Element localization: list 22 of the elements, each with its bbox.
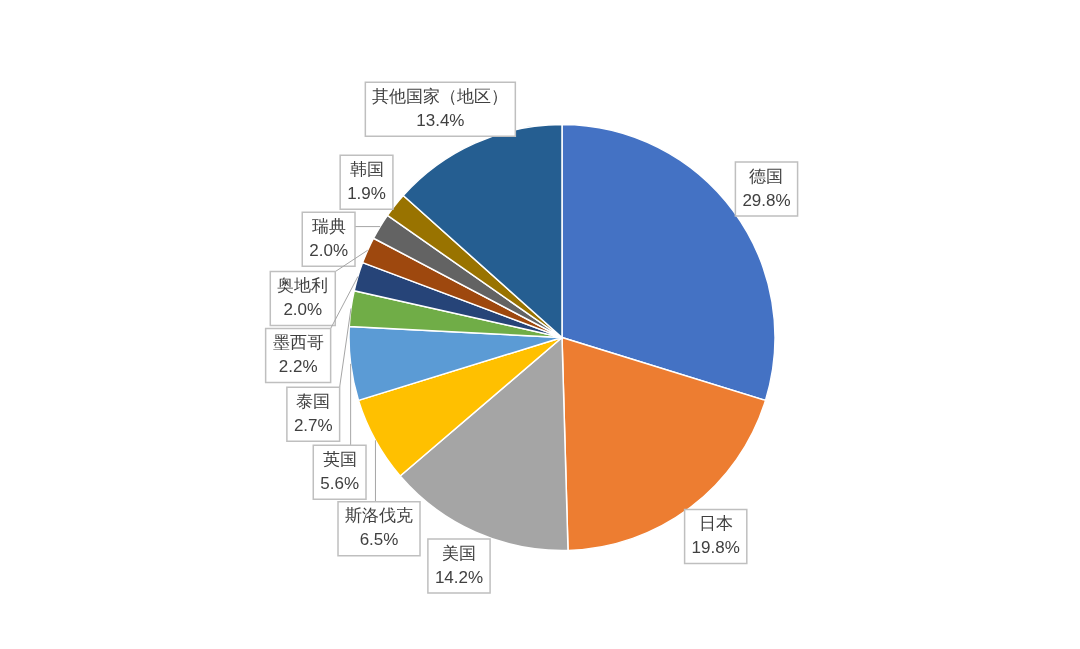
slice-label: 泰国 — [296, 391, 331, 411]
data-label: 1.9% — [347, 183, 386, 203]
slice-label: 韩国 — [349, 159, 384, 179]
data-label: 5.6% — [320, 474, 360, 494]
slice-label: 日本 — [698, 514, 733, 534]
data-label: 6.5% — [359, 530, 399, 550]
slice-label: 墨西哥 — [272, 333, 324, 353]
data-label: 14.2% — [434, 567, 484, 587]
data-label: 29.8% — [742, 190, 791, 210]
data-label: 2.0% — [309, 240, 348, 260]
slice-label: 英国 — [322, 450, 357, 470]
slice-label: 奥地利 — [277, 276, 329, 296]
data-label: 13.4% — [416, 110, 465, 130]
data-label: 2.0% — [283, 300, 323, 320]
data-label: 2.7% — [293, 415, 333, 435]
slice-label: 德国 — [749, 166, 784, 186]
slice-label: 斯洛伐克 — [345, 506, 414, 526]
data-label: 19.8% — [691, 538, 740, 558]
slice-label: 瑞典 — [311, 216, 346, 236]
slice-label: 其他国家（地区） — [372, 86, 509, 106]
data-label: 2.2% — [278, 357, 318, 377]
slice-label: 美国 — [441, 543, 476, 563]
